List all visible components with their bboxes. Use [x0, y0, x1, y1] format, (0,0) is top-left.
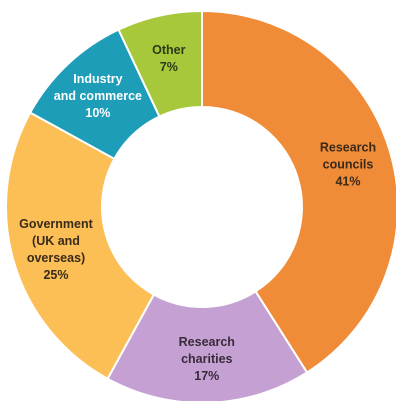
slice-label-research-charities: Research charities 17% — [179, 335, 235, 383]
slice-label-line: (UK and — [32, 234, 80, 248]
slice-value-research-councils: 41% — [335, 175, 360, 189]
slice-government-uk-and-overseas — [5, 111, 156, 381]
slice-label-line: Other — [152, 43, 185, 57]
slice-label-other: Other 7% — [152, 43, 185, 74]
slice-value-research-charities: 17% — [194, 369, 219, 383]
slice-label-line: and commerce — [54, 89, 142, 103]
slice-value-industry-and-commerce: 10% — [85, 106, 110, 120]
slice-labels: Research councils 41% Research charities 17% G… — [19, 43, 376, 383]
slice-value-other: 7% — [160, 60, 178, 74]
slice-label-line: charities — [181, 352, 232, 366]
slice-label-line: Industry — [73, 72, 122, 86]
donut-slices — [5, 9, 396, 401]
slice-label-line: Research — [320, 141, 376, 155]
slice-research-charities — [106, 290, 309, 401]
slice-label-government-uk-and-overseas: Government (UK and overseas) 25% — [19, 217, 93, 282]
slice-label-line: overseas) — [27, 251, 85, 265]
slice-label-line: Research — [179, 335, 235, 349]
slice-research-councils — [201, 9, 396, 374]
slice-label-line: councils — [323, 158, 374, 172]
slice-other — [117, 9, 203, 118]
slice-value-government-uk-and-overseas: 25% — [43, 268, 68, 282]
slice-label-research-councils: Research councils 41% — [320, 141, 376, 189]
slice-label-industry-and-commerce: Industry and commerce 10% — [54, 72, 142, 120]
slice-label-line: Government — [19, 217, 93, 231]
